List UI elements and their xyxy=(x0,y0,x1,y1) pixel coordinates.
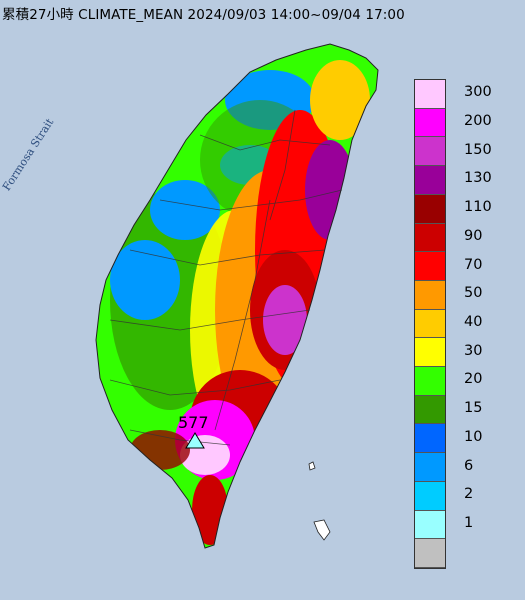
legend-label: 90 xyxy=(464,227,483,244)
color-legend xyxy=(414,79,446,569)
legend-swatch xyxy=(415,367,445,396)
legend-swatch xyxy=(415,424,445,454)
legend-label: 10 xyxy=(464,428,483,445)
legend-label: 1 xyxy=(464,514,474,531)
legend-swatch xyxy=(415,223,445,253)
legend-label: 2 xyxy=(464,486,474,503)
legend-swatch xyxy=(415,80,445,109)
legend-swatch xyxy=(415,395,445,425)
legend-label: 200 xyxy=(464,113,492,130)
legend-swatch xyxy=(415,252,445,281)
orchid-island xyxy=(313,519,331,541)
legend-swatch xyxy=(415,309,445,339)
legend-label: 6 xyxy=(464,457,474,474)
legend-label: 150 xyxy=(464,141,492,158)
legend-label: 70 xyxy=(464,256,483,273)
legend-label: 130 xyxy=(464,170,492,187)
legend-label: 30 xyxy=(464,342,483,359)
triangle-icon xyxy=(185,432,205,449)
green-island xyxy=(308,461,316,471)
legend-label: 20 xyxy=(464,371,483,388)
map-title: 累積27小時 CLIMATE_MEAN 2024/09/03 14:00~09/… xyxy=(2,7,405,23)
legend-swatch xyxy=(415,137,445,167)
legend-label: 300 xyxy=(464,84,492,101)
legend-swatch xyxy=(415,539,445,568)
legend-swatch xyxy=(415,481,445,511)
legend-swatch xyxy=(415,108,445,138)
legend-label: 15 xyxy=(464,400,483,417)
legend-swatch xyxy=(415,194,445,224)
legend-swatch xyxy=(415,510,445,540)
legend-label: 50 xyxy=(464,285,483,302)
legend-label: 110 xyxy=(464,199,492,216)
taiwan-outline xyxy=(95,43,379,549)
legend-swatch xyxy=(415,166,445,195)
legend-label: 40 xyxy=(464,314,483,330)
county-boundaries xyxy=(109,109,343,446)
legend-swatch xyxy=(415,453,445,482)
max-rainfall-value: 577 xyxy=(178,413,209,432)
legend-swatch xyxy=(415,338,445,368)
legend-swatch xyxy=(415,280,445,310)
